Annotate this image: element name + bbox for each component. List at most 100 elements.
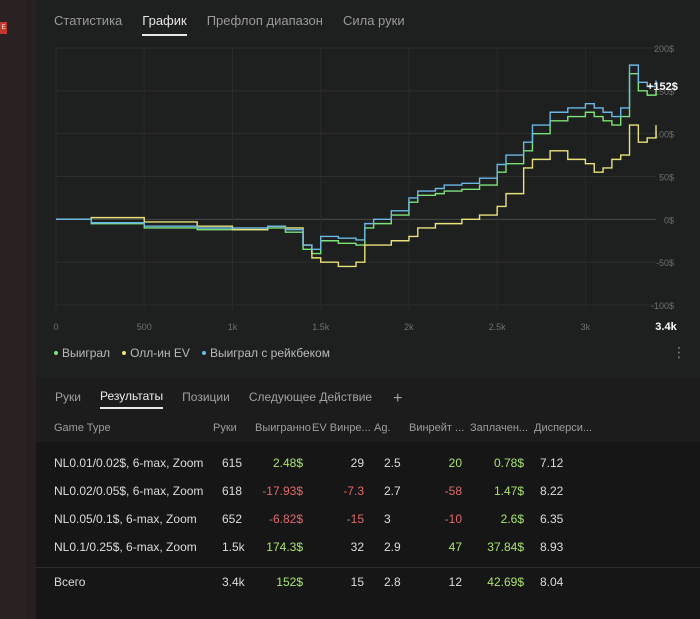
cell-paid: 2.6$ (500, 512, 524, 526)
chart-legend: Выиграл Олл-ин EV Выиграл с рейкбеком (54, 346, 330, 360)
cell-paid: 1.47$ (493, 484, 524, 498)
tab-graph[interactable]: График (142, 13, 187, 36)
cell-disp: 8.22 (540, 484, 564, 498)
y-tick-label: 150$ (654, 87, 674, 97)
tab-next-action[interactable]: Следующее Действие (248, 390, 373, 404)
cell-disp: 8.04 (540, 575, 564, 589)
y-tick-label: -100$ (651, 301, 674, 311)
x-tick-label: 3.4k (655, 321, 677, 333)
cell-hands: 3.4k (222, 575, 245, 589)
x-tick-label: 2.5k (489, 322, 507, 332)
left-gutter (26, 0, 36, 619)
cell-winrate: -58 (444, 484, 462, 498)
legend-item-won[interactable]: Выиграл (54, 346, 110, 360)
tab-hands[interactable]: Руки (55, 390, 81, 404)
table-row[interactable]: NL0.02/0.05$, 6-max, Zoom 618 -17.93$ -7… (36, 477, 700, 505)
cell-won: -17.93$ (262, 484, 303, 498)
cell-ag: 2.5 (384, 456, 401, 470)
results-tabs: Руки Результаты Позиции Следующее Действ… (55, 389, 402, 409)
end-value-label: +152$ (647, 81, 678, 93)
top-tabs: Статистика График Префлоп диапазон Сила … (54, 13, 425, 36)
cell-paid: 37.84$ (487, 540, 524, 554)
cell-winrate: 20 (448, 456, 462, 470)
cell-hands: 618 (222, 484, 243, 498)
legend-item-allin-ev[interactable]: Олл-ин EV (122, 346, 190, 360)
cell-hands: 1.5k (222, 540, 245, 554)
series-line (56, 64, 657, 251)
cell-winrate: 12 (448, 575, 462, 589)
left-sidebar-strip: E (0, 0, 26, 619)
cell-won: 152$ (276, 575, 303, 589)
col-aggression[interactable]: Ag. (374, 422, 391, 434)
cell-ag: 2.8 (384, 575, 401, 589)
cell-ag: 3 (384, 512, 391, 526)
cell-disp: 8.93 (540, 540, 564, 554)
cell-won: -6.82$ (268, 512, 303, 526)
table-row[interactable]: NL0.1/0.25$, 6-max, Zoom 1.5k 174.3$ 32 … (36, 533, 700, 561)
cell-paid: 42.69$ (487, 575, 524, 589)
x-tick-label: 0 (53, 322, 58, 332)
legend-label-allin-ev: Олл-ин EV (130, 346, 190, 360)
results-table-body: NL0.01/0.02$, 6-max, Zoom 615 2.48$ 29 2… (36, 442, 700, 619)
series-line (56, 73, 657, 255)
cell-game: NL0.05/0.1$, 6-max, Zoom (54, 512, 197, 526)
winnings-chart: 200$ 150$ 100$ 50$ 0$ -50$ -100$ 0 500 1k 1.5k 2k 2.… (36, 40, 700, 340)
col-won[interactable]: Выигранно (255, 422, 311, 434)
cell-ag: 2.9 (384, 540, 401, 554)
cell-winrate: -10 (444, 512, 462, 526)
y-tick-label: -50$ (656, 258, 674, 268)
y-tick-label: 200$ (654, 44, 674, 54)
add-tab-icon[interactable]: + (393, 390, 403, 407)
col-winrate[interactable]: Винрейт ... (409, 422, 465, 434)
x-tick-label: 2k (404, 322, 414, 332)
cell-disp: 7.12 (540, 456, 564, 470)
tab-results[interactable]: Результаты (99, 389, 164, 409)
more-options-icon[interactable]: ⋮ (672, 344, 686, 360)
legend-dot-allin-ev (122, 351, 127, 355)
chart-svg: 200$ 150$ 100$ 50$ 0$ -50$ -100$ 0 500 1k 1.5k 2k 2.… (53, 44, 678, 333)
table-row[interactable]: NL0.05/0.1$, 6-max, Zoom 652 -6.82$ -15 … (36, 505, 700, 533)
col-ev-winrate[interactable]: EV Винре... (312, 422, 371, 434)
legend-label-won: Выиграл (62, 346, 111, 360)
legend-label-rakeback: Выиграл с рейкбеком (209, 346, 330, 360)
notification-badge[interactable]: E (0, 22, 7, 34)
legend-dot-rakeback (201, 351, 206, 355)
graph-panel (36, 0, 700, 378)
x-tick-label: 3k (581, 322, 591, 332)
tab-preflop-range[interactable]: Префлоп диапазон (206, 13, 323, 28)
col-paid[interactable]: Заплачен... (470, 422, 529, 434)
cell-disp: 6.35 (540, 512, 564, 526)
table-row-total[interactable]: Всего 3.4k 152$ 15 2.8 12 42.69$ 8.04 (36, 567, 700, 595)
cell-winrate: 47 (448, 540, 462, 554)
tab-statistics[interactable]: Статистика (54, 13, 123, 28)
legend-item-rakeback[interactable]: Выиграл с рейкбеком (201, 346, 330, 360)
cell-game: Всего (54, 575, 86, 589)
cell-paid: 0.78$ (493, 456, 524, 470)
legend-dot-won (54, 351, 58, 355)
cell-hands: 652 (222, 512, 243, 526)
cell-ev: 32 (350, 540, 364, 554)
y-tick-label: 50$ (659, 173, 674, 183)
tab-hand-strength[interactable]: Сила руки (342, 13, 405, 28)
y-tick-label: 100$ (654, 130, 674, 140)
y-tick-label: 0$ (664, 215, 674, 225)
cell-ev: 15 (350, 575, 364, 589)
col-game-type[interactable]: Game Type (54, 422, 111, 434)
cell-won: 174.3$ (266, 540, 303, 554)
cell-ev: 29 (350, 456, 364, 470)
cell-ev: -7.3 (343, 484, 364, 498)
cell-game: NL0.1/0.25$, 6-max, Zoom (54, 540, 197, 554)
col-dispersion[interactable]: Дисперси... (534, 422, 593, 434)
x-tick-label: 1k (228, 322, 238, 332)
x-tick-label: 1.5k (312, 322, 330, 332)
cell-game: NL0.01/0.02$, 6-max, Zoom (54, 456, 204, 470)
table-row[interactable]: NL0.01/0.02$, 6-max, Zoom 615 2.48$ 29 2… (36, 449, 700, 477)
results-table-header: Game Type Руки Выигранно EV Винре... Ag.… (36, 416, 700, 442)
cell-game: NL0.02/0.05$, 6-max, Zoom (54, 484, 204, 498)
col-hands[interactable]: Руки (213, 422, 237, 434)
cell-ev: -15 (346, 512, 364, 526)
cell-won: 2.48$ (272, 456, 303, 470)
tab-positions[interactable]: Позиции (182, 390, 230, 404)
cell-ag: 2.7 (384, 484, 401, 498)
